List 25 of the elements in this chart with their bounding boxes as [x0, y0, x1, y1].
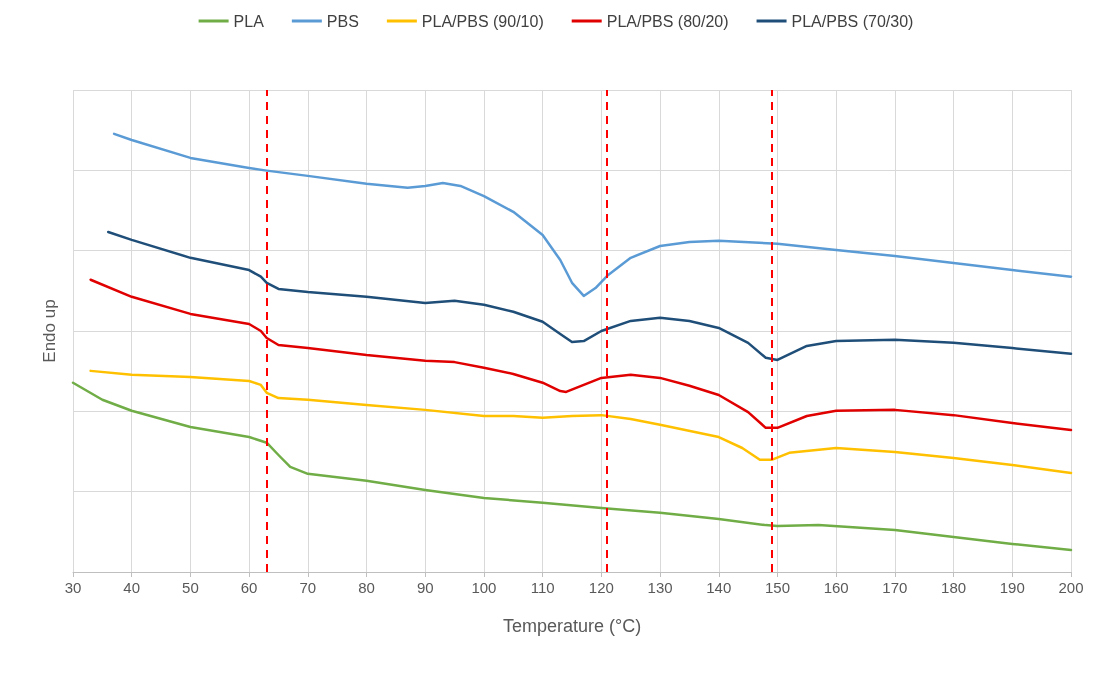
x-tick-label: 90 — [416, 579, 434, 596]
x-tick-label: 100 — [471, 579, 497, 596]
legend-label: PLA — [233, 12, 265, 30]
legend-label: PLA/PBS (90/10) — [421, 12, 544, 30]
x-tick-label: 140 — [706, 579, 732, 596]
x-tick-label: 70 — [299, 579, 317, 596]
x-tick-label: 110 — [530, 579, 555, 596]
x-tick-label: 50 — [182, 579, 199, 596]
x-tick-label: 40 — [123, 579, 141, 596]
x-tick-label: 80 — [358, 579, 375, 596]
x-tick-label: 120 — [588, 579, 614, 596]
legend-label: PLA/PBS (70/30) — [791, 12, 914, 30]
legend-label: PBS — [326, 12, 359, 30]
legend-label: PLA/PBS (80/20) — [606, 12, 729, 30]
x-tick-label: 200 — [1058, 579, 1084, 596]
x-tick-label: 150 — [764, 579, 790, 596]
x-tick-label: 30 — [64, 579, 82, 596]
x-tick-label: 170 — [882, 579, 908, 596]
x-tick-label: 130 — [647, 579, 673, 596]
x-tick-label: 190 — [999, 579, 1025, 596]
x-tick-label: 60 — [240, 579, 258, 596]
x-axis-title: Temperature (°C) — [502, 616, 642, 636]
y-axis-title: Endo up — [40, 299, 59, 363]
x-tick-label: 160 — [823, 579, 849, 596]
x-tick-label: 180 — [941, 579, 967, 596]
